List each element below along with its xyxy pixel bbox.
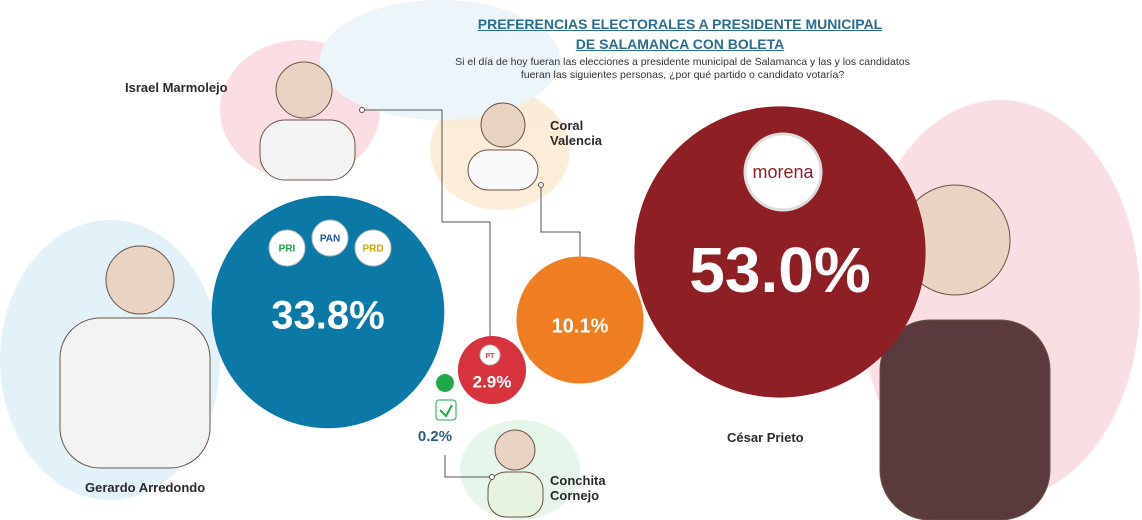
candidate-name: Conchita Cornejo (550, 473, 606, 503)
value-label: 10.1% (552, 315, 609, 337)
connectors (359, 107, 581, 480)
candidate-name: Gerardo Arredondo (85, 480, 206, 495)
party-label: PRI (279, 244, 296, 255)
value-label: 53.0% (689, 234, 870, 306)
candidate-name: César Prieto (727, 430, 804, 445)
value-label: 2.9% (473, 372, 512, 391)
bubble (634, 106, 926, 398)
party-logo (479, 344, 501, 366)
bubble (457, 335, 527, 405)
party-label: PAN (320, 234, 340, 245)
verde-logo (435, 399, 457, 421)
party-logo (268, 229, 306, 267)
party-label: PRD (362, 244, 383, 255)
chart-title: PREFERENCIAS ELECTORALES A PRESIDENTE MU… (477, 16, 883, 52)
value-label: 33.8% (271, 294, 384, 338)
chart-subtitle: Si el día de hoy fueran las elecciones a… (455, 56, 910, 81)
candidate-name: Coral Valencia (550, 118, 603, 148)
portraits (59, 61, 1051, 520)
party-logo (311, 219, 349, 257)
party-label: morena (752, 162, 814, 182)
party-label: PT (486, 353, 496, 360)
party-logo (743, 132, 823, 212)
candidate-name: Israel Marmolejo (125, 80, 228, 95)
party-logo (354, 229, 392, 267)
bubble (516, 256, 644, 384)
value-label: 0.2% (418, 428, 452, 445)
bubble (436, 374, 454, 392)
